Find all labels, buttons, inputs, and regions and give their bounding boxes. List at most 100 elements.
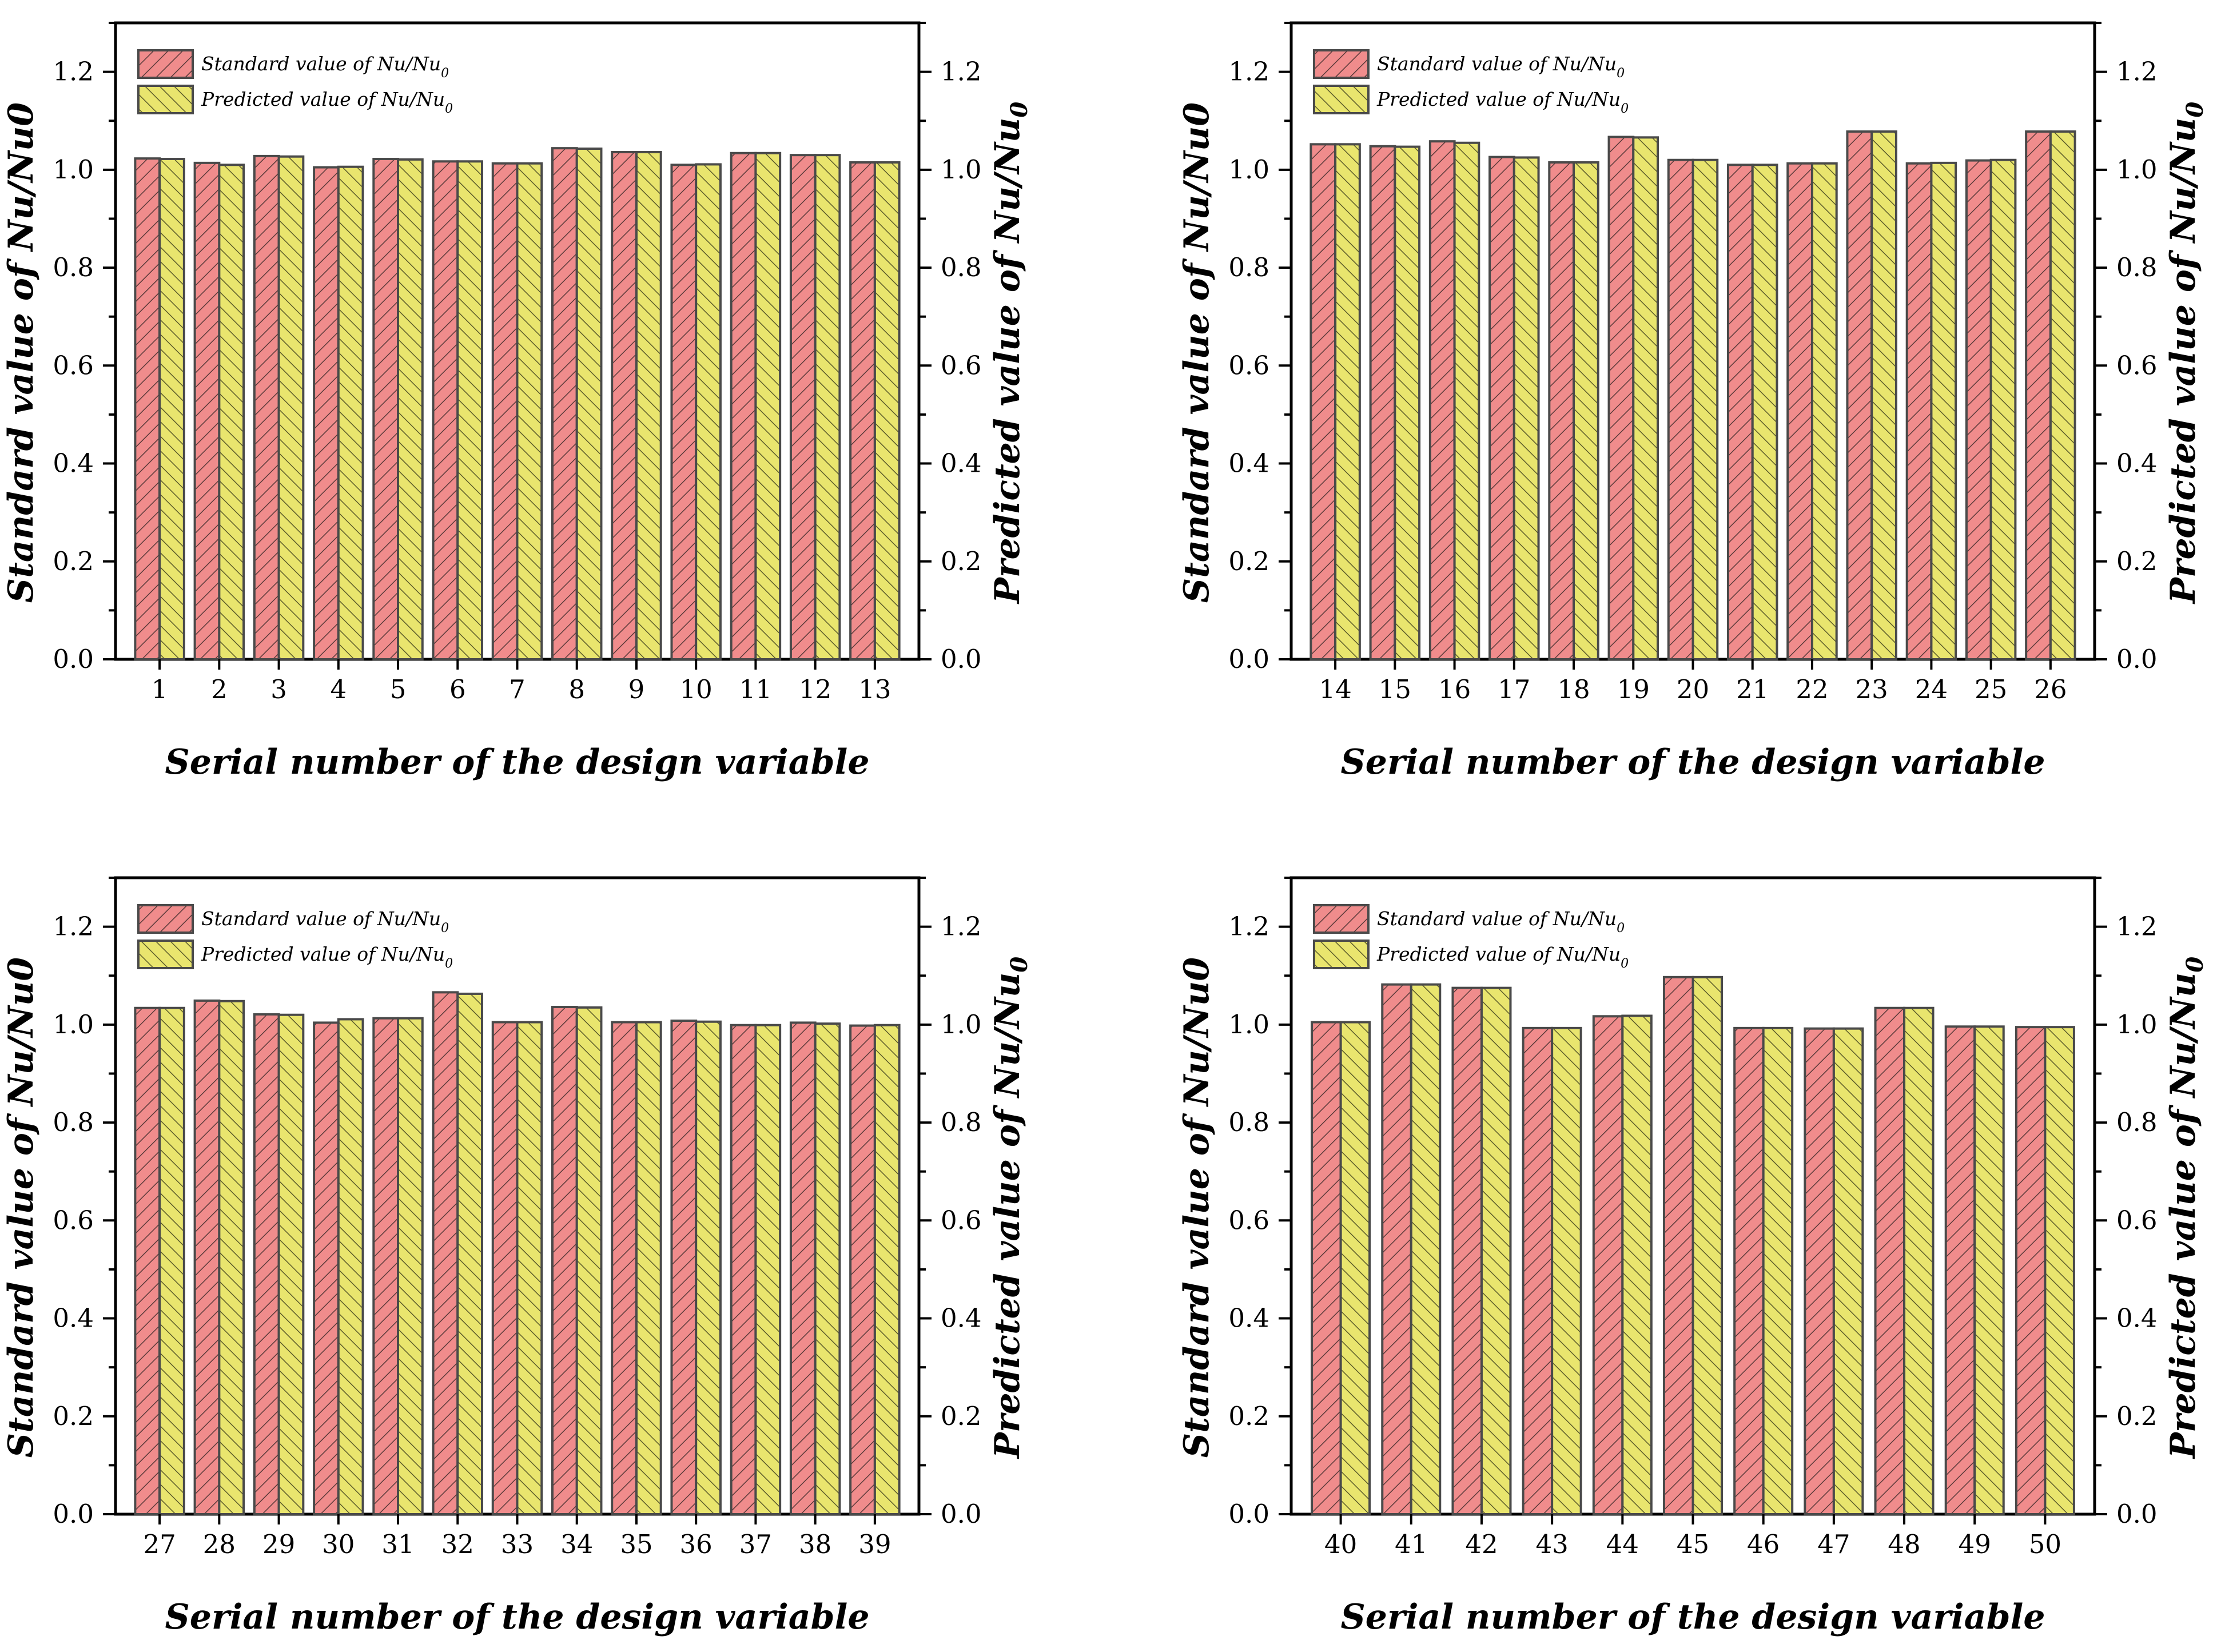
legend: Standard value of Nu/Nu0 Predicted value … bbox=[137, 904, 453, 971]
y-tick-label-left: 1.2 bbox=[1228, 57, 1269, 87]
x-tick-label: 6 bbox=[449, 674, 466, 704]
legend-swatch-standard bbox=[137, 49, 194, 79]
y-tick-label-right: 0.8 bbox=[941, 1107, 982, 1137]
bar-standard bbox=[1451, 986, 1483, 1515]
bar-standard bbox=[551, 1006, 578, 1516]
x-tick-label: 41 bbox=[1395, 1529, 1427, 1559]
legend-swatch-predicted bbox=[137, 85, 194, 114]
y-tick-label-left: 0.4 bbox=[53, 448, 94, 479]
y-tick-label-right: 1.2 bbox=[941, 911, 982, 942]
y-tick-label-left: 0.2 bbox=[1228, 1401, 1269, 1431]
y-tick-label-right: 1.2 bbox=[2116, 57, 2158, 87]
bar-standard bbox=[670, 1019, 698, 1515]
bar-standard bbox=[1607, 136, 1635, 661]
bar-standard bbox=[372, 158, 400, 661]
x-tick-label: 38 bbox=[799, 1529, 831, 1559]
x-axis-title: Serial number of the design variable bbox=[1340, 1597, 2045, 1637]
legend-label-predicted: Predicted value of Nu/Nu0 bbox=[1376, 943, 1629, 971]
bar-standard bbox=[193, 161, 221, 660]
y-tick-label-right: 1.2 bbox=[941, 57, 982, 87]
x-tick-label: 45 bbox=[1677, 1529, 1709, 1559]
bar-predicted bbox=[1394, 145, 1421, 660]
bar-predicted bbox=[695, 163, 722, 660]
bar-standard bbox=[670, 164, 698, 660]
bar-standard bbox=[1733, 1026, 1765, 1515]
x-axis-title: Serial number of the design variable bbox=[165, 1597, 869, 1637]
x-tick-label: 18 bbox=[1557, 674, 1590, 704]
legend-swatch-predicted bbox=[1313, 940, 1370, 969]
y-tick-label-right: 0.8 bbox=[2116, 1107, 2158, 1137]
bar-predicted bbox=[1339, 1021, 1371, 1516]
y-tick-label-left: 1.0 bbox=[1228, 154, 1269, 185]
bar-predicted bbox=[754, 1024, 782, 1515]
chart-panel-1: 0.0 0.0 0.2 0.2 0.4 0.4 0.6 0.6 0.8 0.8 1.0 1.0 1.2 1… bbox=[1, 21, 1033, 782]
y-tick-label-left: 0.8 bbox=[1228, 1107, 1269, 1137]
bar-predicted bbox=[1480, 986, 1512, 1515]
y-tick-label-left: 0.2 bbox=[53, 546, 94, 576]
bar-standard bbox=[1369, 145, 1396, 660]
x-tick-label: 17 bbox=[1498, 674, 1530, 704]
bar-predicted bbox=[1551, 1026, 1582, 1515]
x-tick-label: 8 bbox=[568, 674, 585, 704]
y-axis-title-right: Predicted value of Nu/Nu0 bbox=[988, 102, 1033, 605]
legend-swatch-standard bbox=[137, 904, 194, 934]
legend-label-predicted: Predicted value of Nu/Nu0 bbox=[201, 943, 453, 971]
y-tick-label-left: 0.6 bbox=[1228, 350, 1269, 380]
bar-standard bbox=[1874, 1006, 1906, 1515]
bar-predicted bbox=[1513, 156, 1540, 660]
bar-standard bbox=[1522, 1026, 1554, 1515]
x-tick-label: 5 bbox=[390, 674, 407, 704]
y-tick-label-right: 1.0 bbox=[2116, 154, 2158, 185]
bar-standard bbox=[1311, 1021, 1342, 1516]
y-tick-label-left: 1.2 bbox=[53, 57, 94, 87]
x-tick-label: 20 bbox=[1677, 674, 1709, 704]
legend-swatch-standard bbox=[1313, 49, 1370, 79]
bar-predicted bbox=[754, 152, 782, 660]
y-tick-label-right: 0.4 bbox=[2116, 448, 2158, 479]
y-tick-label-left: 0.8 bbox=[1228, 252, 1269, 282]
bar-predicted bbox=[873, 161, 901, 660]
x-tick-label: 42 bbox=[1465, 1529, 1498, 1559]
y-tick-label-left: 0.6 bbox=[1228, 1205, 1269, 1235]
bar-standard bbox=[432, 991, 459, 1515]
x-tick-label: 33 bbox=[501, 1529, 534, 1559]
y-tick-label-right: 0.8 bbox=[941, 252, 982, 282]
x-tick-label: 40 bbox=[1324, 1529, 1357, 1559]
bar-predicted bbox=[1762, 1026, 1794, 1515]
y-tick-label-left: 0.8 bbox=[53, 252, 94, 282]
bar-standard bbox=[1786, 162, 1813, 661]
y-axis-title-left: Standard value of Nu/Nu0 bbox=[1, 102, 41, 603]
bar-standard bbox=[1667, 158, 1694, 660]
x-tick-label: 44 bbox=[1606, 1529, 1639, 1559]
y-axis-title-right: Predicted value of Nu/Nu0 bbox=[2163, 957, 2208, 1460]
y-axis-title-right: Predicted value of Nu/Nu0 bbox=[988, 957, 1033, 1460]
y-tick-label-left: 0.0 bbox=[53, 644, 94, 674]
chart-panel-4: 0.0 0.0 0.2 0.2 0.4 0.4 0.6 0.6 0.8 0.8 1.0 1.0 1.2 1… bbox=[1177, 876, 2208, 1637]
bar-standard bbox=[253, 154, 280, 660]
bar-predicted bbox=[575, 148, 603, 660]
x-tick-label: 34 bbox=[560, 1529, 593, 1559]
bar-standard bbox=[730, 1024, 757, 1515]
y-tick-label-right: 1.2 bbox=[2116, 911, 2158, 942]
x-tick-label: 31 bbox=[381, 1529, 414, 1559]
x-tick-label: 11 bbox=[739, 674, 772, 704]
x-tick-label: 29 bbox=[262, 1529, 295, 1559]
legend: Standard value of Nu/Nu0 Predicted value … bbox=[137, 49, 453, 116]
bar-predicted bbox=[1751, 164, 1778, 660]
x-tick-label: 25 bbox=[1975, 674, 2007, 704]
x-tick-label: 13 bbox=[858, 674, 891, 704]
y-tick-label-right: 1.0 bbox=[2116, 1009, 2158, 1040]
y-tick-label-right: 1.0 bbox=[941, 1009, 982, 1040]
bar-predicted bbox=[397, 158, 424, 660]
y-tick-label-left: 0.4 bbox=[53, 1303, 94, 1333]
y-tick-label-left: 1.0 bbox=[53, 1009, 94, 1040]
bar-standard bbox=[313, 1021, 340, 1515]
y-tick-label-right: 0.0 bbox=[941, 644, 982, 674]
legend: Standard value of Nu/Nu0 Predicted value … bbox=[1313, 904, 1629, 971]
x-tick-label: 2 bbox=[211, 674, 228, 704]
bar-predicted bbox=[218, 164, 245, 660]
bar-predicted bbox=[158, 158, 185, 661]
y-tick-label-left: 0.2 bbox=[1228, 546, 1269, 576]
x-axis-title: Serial number of the design variable bbox=[1340, 742, 2045, 782]
x-tick-label: 14 bbox=[1319, 674, 1351, 704]
